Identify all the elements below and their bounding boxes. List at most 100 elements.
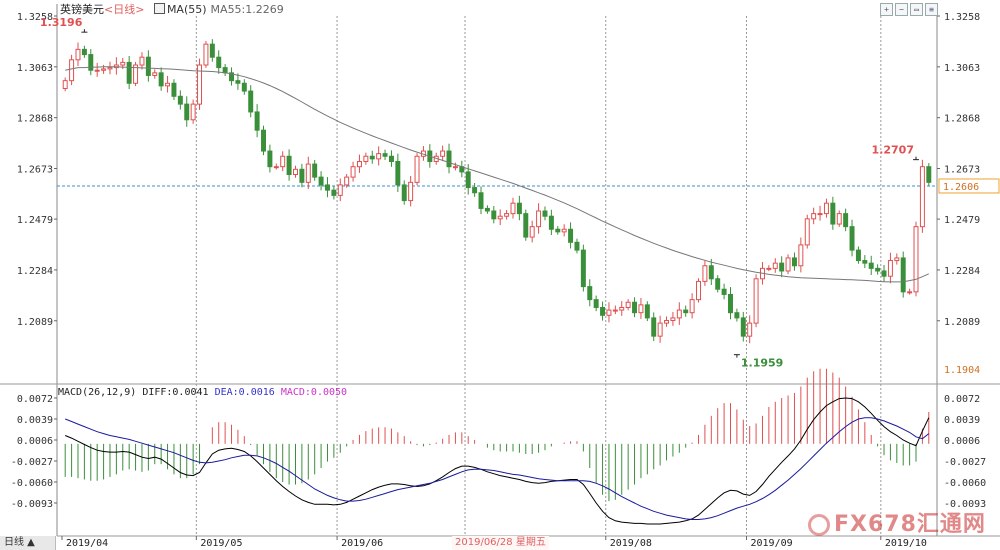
candle-body	[382, 153, 388, 157]
candle-body	[747, 322, 753, 337]
candle-body	[139, 56, 145, 66]
settings-icon[interactable]: ≡	[925, 3, 938, 16]
candle-body	[261, 129, 266, 152]
zoom-in-icon[interactable]: +	[880, 3, 893, 16]
candle-body	[548, 215, 554, 230]
candle-body	[887, 260, 893, 277]
candle-body	[286, 155, 292, 176]
candle-body	[273, 166, 279, 169]
candle-body	[62, 80, 68, 89]
candle-body	[318, 176, 324, 186]
macd-diff: DIFF:0.0041	[142, 387, 209, 398]
zoom-out-icon[interactable]: −	[895, 3, 908, 16]
candle-body	[81, 48, 87, 56]
candle-body	[165, 82, 171, 87]
candle-body	[152, 72, 158, 76]
price-tick-label-left: 1.3258	[17, 12, 53, 23]
candle-body	[171, 82, 177, 97]
candle-body	[401, 184, 407, 202]
candle-body	[254, 111, 260, 131]
candle-body	[516, 202, 522, 215]
candle-body	[843, 213, 849, 228]
candle-body	[561, 228, 567, 233]
macd-layer	[64, 368, 930, 525]
price-tick-label-right: 1.3063	[944, 63, 980, 74]
candle-body	[510, 202, 516, 215]
candle-body	[593, 299, 599, 308]
candle-body	[107, 67, 113, 70]
candle-body	[574, 241, 580, 251]
candle-body	[408, 181, 414, 202]
candle-body	[632, 301, 638, 314]
minimize-icon[interactable]: ▭	[910, 3, 923, 16]
candle-body	[657, 322, 663, 337]
candle-body	[465, 171, 471, 189]
month-label: 2019/06	[341, 538, 383, 549]
candle-body	[804, 218, 810, 246]
watermark-text: FX678汇通网	[834, 512, 986, 537]
axis-layer: 1.3258 1.3258 1.3063 1.3063 1.2868 1.2868 1.26…	[11, 12, 1000, 549]
month-label: 2019/08	[610, 538, 652, 549]
macd-tick-label-right: 0.0039	[944, 415, 980, 426]
ma-toggle-icon[interactable]	[153, 3, 165, 14]
macd-diff-line	[65, 397, 930, 525]
macd-tick-label-right: 0.0072	[944, 394, 980, 405]
macd-tick-label-left: -0.0027	[11, 457, 53, 468]
candle-body	[587, 286, 593, 301]
macd-params: MACD(26,12,9)	[58, 387, 137, 398]
macd-value: MACD:0.0050	[280, 387, 348, 398]
candle-body	[779, 262, 785, 272]
candle-body	[491, 210, 497, 220]
month-label: 2019/04	[66, 538, 108, 549]
candle-body	[638, 304, 644, 314]
candle-body	[708, 265, 714, 280]
ma-value: MA55:1.2269	[210, 3, 284, 16]
candle-body	[452, 166, 458, 169]
candle-body	[472, 187, 478, 194]
candle-body	[580, 249, 586, 288]
candle-body	[229, 72, 235, 82]
month-label: 2019/05	[200, 538, 242, 549]
candle-body	[849, 226, 855, 251]
candle-body	[241, 82, 247, 92]
candle-body	[395, 160, 401, 186]
macd-tick-label-left: 0.0072	[17, 394, 53, 405]
ma55-layer	[65, 66, 930, 283]
price-tick-label-left: 1.2868	[17, 114, 53, 125]
extreme-value-label: 1.3196	[40, 16, 83, 29]
candle-body	[625, 301, 631, 308]
candle-body	[862, 260, 868, 264]
candle-body	[676, 309, 682, 319]
candle-body	[126, 61, 132, 84]
candle-body	[356, 160, 362, 168]
price-tick-label-right: 1.2479	[944, 215, 980, 226]
extreme-value-label: 1.1959	[741, 357, 783, 370]
period-label[interactable]: <日线>	[104, 3, 145, 16]
candle-body	[523, 213, 529, 238]
annotation-layer: 1.3196 1.1959 1.2707	[40, 16, 920, 370]
candle-body	[894, 257, 900, 262]
candle-body	[868, 262, 874, 269]
candle-body	[484, 207, 490, 212]
candle-body	[881, 270, 887, 277]
candle-body	[536, 210, 542, 228]
candles-layer	[62, 39, 932, 344]
candle-body	[772, 262, 778, 269]
candle-body	[299, 168, 305, 183]
month-label: 2019/10	[885, 538, 927, 549]
price-min-label: 1.1904	[944, 365, 980, 376]
ma55-line	[65, 66, 930, 283]
candle-body	[376, 153, 382, 160]
period-tab[interactable]: 日线 ▲	[0, 536, 56, 550]
candle-body	[280, 155, 286, 168]
watermark-logo: FX678汇通网	[808, 506, 986, 538]
price-tick-label-right: 1.3258	[944, 12, 980, 23]
candle-body	[811, 213, 817, 220]
candle-body	[823, 202, 829, 215]
candle-body	[312, 163, 318, 178]
candle-body	[728, 293, 733, 314]
candle-body	[907, 291, 913, 294]
candle-body	[235, 80, 241, 84]
candle-body	[766, 267, 772, 270]
